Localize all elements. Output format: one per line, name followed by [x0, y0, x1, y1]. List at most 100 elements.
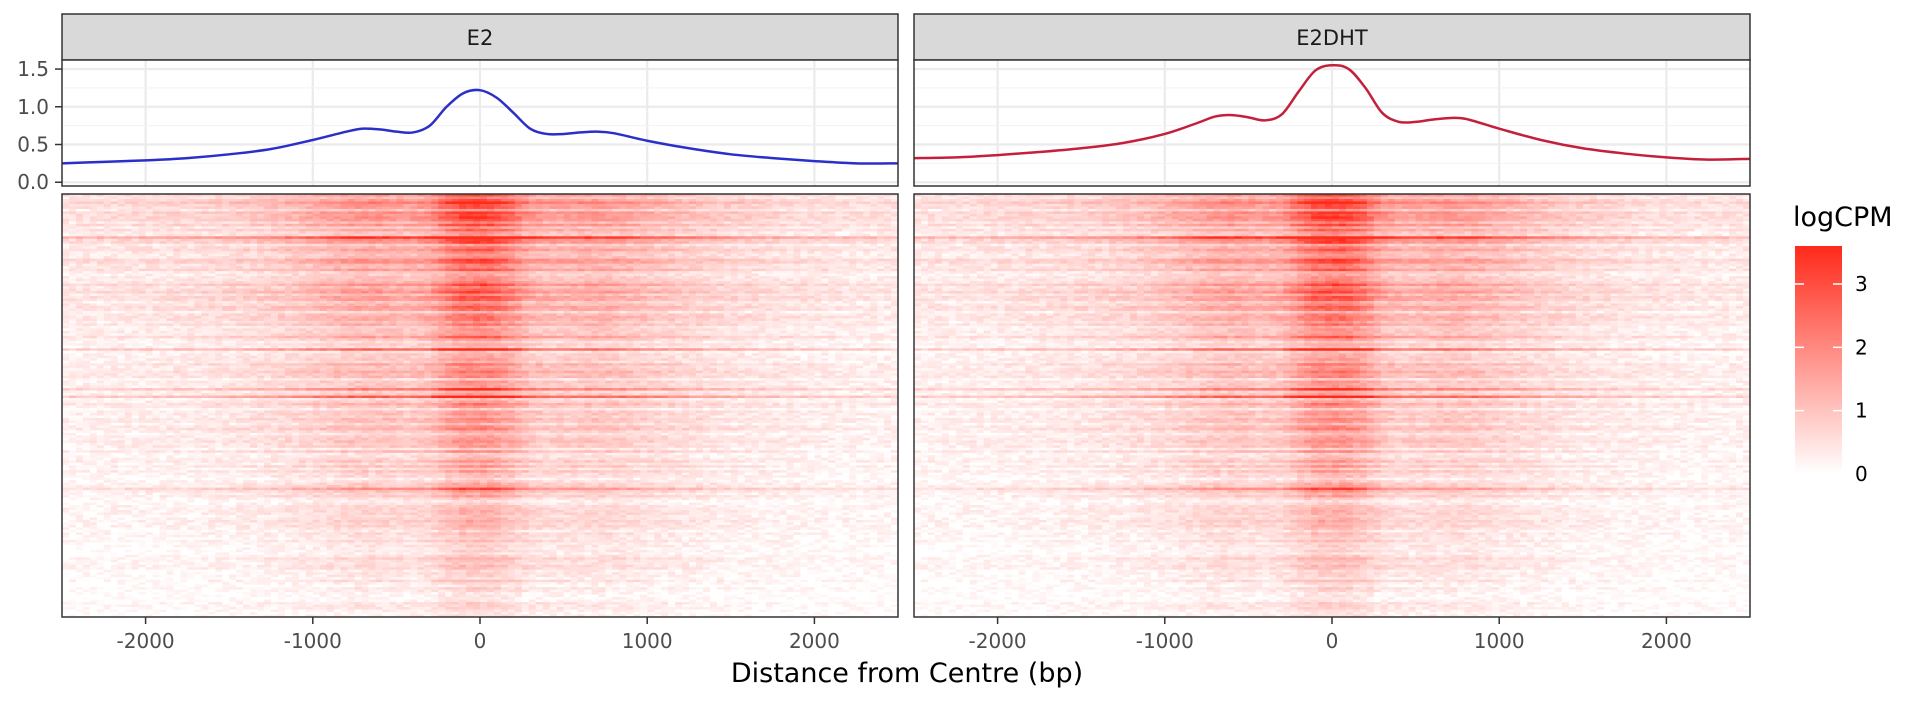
heatmap-cell	[578, 226, 585, 229]
heatmap-cell	[780, 214, 787, 217]
heatmap-cell	[62, 249, 69, 252]
heatmap-cell	[536, 244, 543, 247]
heatmap-cell	[877, 256, 884, 259]
heatmap-cell	[466, 239, 473, 242]
heatmap-cell	[327, 234, 334, 237]
heatmap-cell	[738, 246, 745, 249]
heatmap-cell	[229, 196, 236, 199]
heatmap-cell	[62, 211, 69, 214]
heatmap-cell	[278, 251, 285, 254]
heatmap-cell	[585, 204, 592, 207]
heatmap-cell	[348, 209, 355, 212]
heatmap-cell	[682, 209, 689, 212]
heatmap-cell	[668, 249, 675, 252]
heatmap-cell	[501, 219, 508, 222]
heatmap-cell	[376, 214, 383, 217]
heatmap-cell	[201, 246, 208, 249]
heatmap-cell	[800, 226, 807, 229]
heatmap-cell	[327, 204, 334, 207]
heatmap-cell	[731, 196, 738, 199]
heatmap-cell	[564, 229, 571, 232]
heatmap-cell	[780, 229, 787, 232]
heatmap-cell	[731, 234, 738, 237]
heatmap-cell	[160, 239, 167, 242]
heatmap-cell	[814, 219, 821, 222]
heatmap-cell	[501, 241, 508, 244]
heatmap-cell	[682, 196, 689, 199]
heatmap-cell	[668, 216, 675, 219]
heatmap-cell	[173, 261, 180, 264]
heatmap-cell	[591, 239, 598, 242]
heatmap-cell	[180, 206, 187, 209]
heatmap-cell	[264, 229, 271, 232]
heatmap-cell	[348, 199, 355, 202]
heatmap-cell	[473, 201, 480, 204]
heatmap-cell	[160, 251, 167, 254]
heatmap-cell	[431, 241, 438, 244]
heatmap-cell	[243, 209, 250, 212]
heatmap-cell	[585, 206, 592, 209]
heatmap-cell	[564, 219, 571, 222]
heatmap-cell	[759, 199, 766, 202]
heatmap-cell	[403, 226, 410, 229]
heatmap-cell	[550, 201, 557, 204]
heatmap-cell	[522, 219, 529, 222]
heatmap-cell	[821, 251, 828, 254]
heatmap-cell	[884, 224, 891, 227]
heatmap-cell	[341, 261, 348, 264]
heatmap-cell	[229, 219, 236, 222]
heatmap-cell	[717, 239, 724, 242]
heatmap-cell	[76, 229, 83, 232]
heatmap-cell	[403, 236, 410, 239]
heatmap-cell	[598, 236, 605, 239]
heatmap-cell	[731, 206, 738, 209]
heatmap-cell	[787, 199, 794, 202]
heatmap-cell	[689, 214, 696, 217]
heatmap-cell	[668, 234, 675, 237]
heatmap-cell	[410, 239, 417, 242]
heatmap-cell	[752, 231, 759, 234]
heatmap-cell	[431, 256, 438, 259]
heatmap-cell	[557, 226, 564, 229]
heatmap-cell	[194, 209, 201, 212]
heatmap-cell	[682, 229, 689, 232]
heatmap-cell	[104, 214, 111, 217]
heatmap-cell	[417, 214, 424, 217]
heatmap-cell	[208, 244, 215, 247]
heatmap-cell	[738, 214, 745, 217]
heatmap-cell	[689, 249, 696, 252]
heatmap-cell	[487, 201, 494, 204]
heatmap-cell	[870, 259, 877, 262]
heatmap-cell	[689, 234, 696, 237]
heatmap-cell	[396, 244, 403, 247]
heatmap-cell	[800, 246, 807, 249]
heatmap-cell	[849, 249, 856, 252]
heatmap-cell	[487, 221, 494, 224]
heatmap-cell	[348, 234, 355, 237]
heatmap-cell	[550, 199, 557, 202]
heatmap-cell	[111, 241, 118, 244]
heatmap-cell	[97, 251, 104, 254]
heatmap-cell	[445, 199, 452, 202]
heatmap-cell	[403, 219, 410, 222]
heatmap-cell	[849, 211, 856, 214]
heatmap-cell	[299, 249, 306, 252]
heatmap-cell	[306, 219, 313, 222]
heatmap-cell	[160, 254, 167, 257]
heatmap-cell	[515, 219, 522, 222]
heatmap-cell	[585, 201, 592, 204]
heatmap-cell	[515, 241, 522, 244]
heatmap-cell	[285, 219, 292, 222]
heatmap-cell	[76, 241, 83, 244]
heatmap-cell	[522, 236, 529, 239]
heatmap-cell	[320, 226, 327, 229]
heatmap-cell	[619, 221, 626, 224]
heatmap-cell	[780, 241, 787, 244]
heatmap-cell	[766, 259, 773, 262]
heatmap-cell	[229, 241, 236, 244]
heatmap-cell	[334, 256, 341, 259]
heatmap-cell	[466, 236, 473, 239]
heatmap-cell	[160, 226, 167, 229]
heatmap-cell	[90, 254, 97, 257]
heatmap-cell	[731, 209, 738, 212]
